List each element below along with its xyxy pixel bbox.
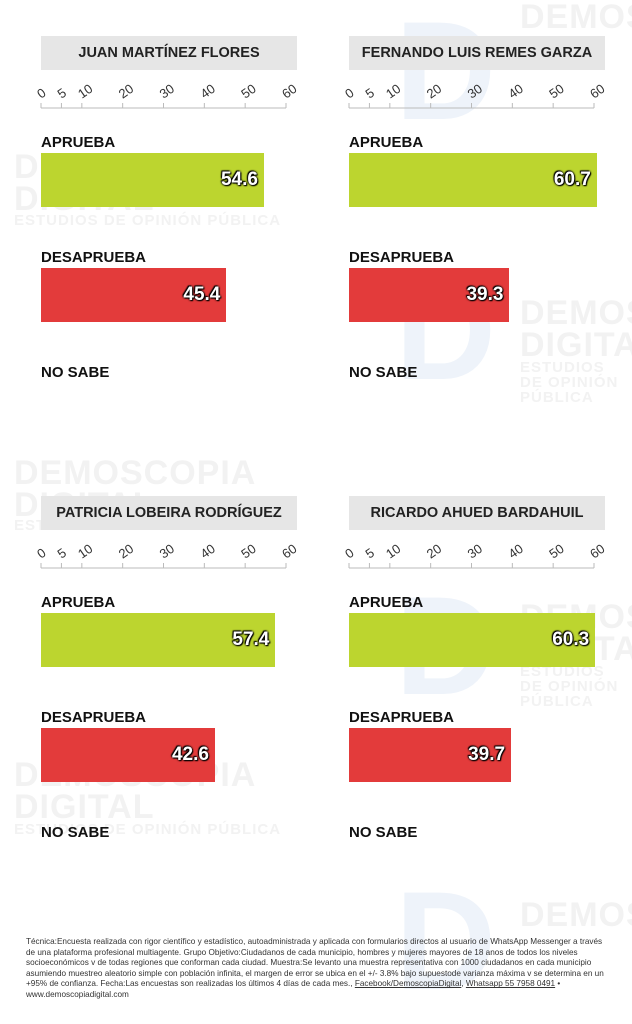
axis-tick-label: 60: [279, 81, 299, 102]
bar-value-label: 54.6: [220, 169, 258, 190]
bar-disapprove: 39.3: [349, 268, 510, 322]
chart-title-box: JUAN MARTÍNEZ FLORES: [41, 36, 297, 70]
axis-tick-label: 0: [342, 545, 357, 561]
axis-tick-label: 5: [55, 85, 70, 101]
axis-tick-label: 10: [75, 541, 95, 562]
category-label-disapprove: DESAPRUEBA: [349, 709, 455, 726]
category-label-disapprove: DESAPRUEBA: [41, 249, 147, 266]
axis-tick-label: 30: [465, 81, 485, 102]
x-axis: 0 5 10 20 30 40 50 60: [34, 81, 300, 109]
chart-title: RICARDO AHUED BARDAHUIL: [370, 505, 584, 521]
axis-tick-label: 0: [34, 545, 49, 561]
category-label-approve: APRUEBA: [349, 134, 424, 151]
axis-tick-label: 5: [55, 545, 70, 561]
axis-tick-label: 50: [238, 81, 258, 102]
watermark-brand: DEMOSCOPIA: [520, 896, 632, 934]
chart-panel-fernando-luis-remes-garza: FERNANDO LUIS REMES GARZA 0 5 10 20 30 40 50 60…: [342, 36, 611, 416]
axis-tick-label: 50: [238, 541, 258, 562]
axis-tick-label: 0: [34, 85, 49, 101]
website-text: www.demoscopiadigital.com: [26, 989, 129, 999]
bar-value-label: 45.4: [183, 284, 221, 305]
axis-tick-label: 5: [363, 85, 378, 101]
axis-tick-label: 40: [505, 81, 525, 102]
axis-tick-label: 5: [363, 545, 378, 561]
category-label-disapprove: DESAPRUEBA: [349, 249, 455, 266]
bar-value-label: 39.7: [468, 744, 506, 765]
bar-value-label: 60.3: [552, 629, 590, 650]
chart-title: FERNANDO LUIS REMES GARZA: [361, 45, 593, 61]
axis-tick-label: 10: [75, 81, 95, 102]
chart-panel-patricia-lobeira-rodriguez: PATRICIA LOBEIRA RODRÍGUEZ 0 5 10 20 30 40 50 6…: [34, 496, 303, 876]
bar-approve: 60.3: [349, 613, 596, 667]
axis-tick-label: 10: [383, 81, 403, 102]
bar-approve: 54.6: [41, 153, 264, 207]
bar-disapprove: 45.4: [41, 268, 227, 322]
axis-tick-label: 30: [157, 541, 177, 562]
axis-tick-label: 20: [116, 81, 136, 102]
axis-tick-label: 40: [197, 81, 217, 102]
chart-panel-ricardo-ahued-bardahuil: RICARDO AHUED BARDAHUIL 0 5 10 20 30 40 50 60 A…: [342, 496, 611, 876]
category-label-no-sabe: NO SABE: [41, 364, 110, 381]
axis-tick-label: 50: [546, 541, 566, 562]
watermark-brand: DEMOSCOPIA: [14, 454, 257, 492]
axis-tick-label: 20: [424, 81, 444, 102]
axis-tick-label: 60: [279, 541, 299, 562]
category-label-approve: APRUEBA: [41, 594, 116, 611]
facebook-link[interactable]: Facebook/DemoscopiaDigital: [354, 979, 462, 989]
category-label-approve: APRUEBA: [41, 134, 116, 151]
axis-tick-label: 20: [424, 541, 444, 562]
chart-title-box: RICARDO AHUED BARDAHUIL: [349, 496, 605, 530]
chart-title: PATRICIA LOBEIRA RODRÍGUEZ: [56, 505, 282, 521]
axis-tick-label: 30: [465, 541, 485, 562]
footnote-text: Técnica:Encuesta realizada con rigor cie…: [26, 937, 604, 989]
axis-tick-label: 10: [383, 541, 403, 562]
axis-tick-label: 40: [197, 541, 217, 562]
chart-title-box: FERNANDO LUIS REMES GARZA: [349, 36, 605, 70]
category-label-no-sabe: NO SABE: [349, 824, 418, 841]
chart-title: JUAN MARTÍNEZ FLORES: [78, 45, 260, 61]
x-axis: 0 5 10 20 30 40 50 60: [342, 81, 608, 109]
whatsapp-link[interactable]: Whatsapp 55 7958 0491: [465, 979, 556, 989]
category-label-approve: APRUEBA: [349, 594, 424, 611]
axis-tick-label: 40: [505, 541, 525, 562]
axis-tick-label: 50: [546, 81, 566, 102]
category-label-no-sabe: NO SABE: [41, 824, 110, 841]
bar-disapprove: 42.6: [41, 728, 215, 782]
bar-approve: 60.7: [349, 153, 597, 207]
bar-value-label: 42.6: [171, 744, 209, 765]
category-label-disapprove: DESAPRUEBA: [41, 709, 147, 726]
bar-value-label: 60.7: [553, 169, 591, 190]
footnote-bullet: •: [555, 979, 561, 989]
axis-tick-label: 60: [587, 81, 607, 102]
bar-value-label: 57.4: [232, 629, 270, 650]
bar-approve: 57.4: [41, 613, 276, 667]
category-label-no-sabe: NO SABE: [349, 364, 418, 381]
x-axis: 0 5 10 20 30 40 50 60: [34, 541, 300, 569]
axis-tick-label: 0: [342, 85, 357, 101]
footnote-separator: ,: [461, 979, 466, 989]
chart-title-box: PATRICIA LOBEIRA RODRÍGUEZ: [41, 496, 297, 530]
bar-value-label: 39.3: [466, 284, 504, 305]
axis-tick-label: 30: [157, 81, 177, 102]
methodology-footnote: Técnica:Encuesta realizada con rigor cie…: [26, 937, 606, 1001]
axis-tick-label: 60: [587, 541, 607, 562]
x-axis: 0 5 10 20 30 40 50 60: [342, 541, 608, 569]
chart-panel-juan-martinez-flores: JUAN MARTÍNEZ FLORES 0 5 10 20 30 40 50 60 APRU…: [34, 36, 303, 416]
axis-tick-label: 20: [116, 541, 136, 562]
watermark-brand: DEMOSCOPIA: [520, 0, 632, 36]
bar-disapprove: 39.7: [349, 728, 512, 782]
